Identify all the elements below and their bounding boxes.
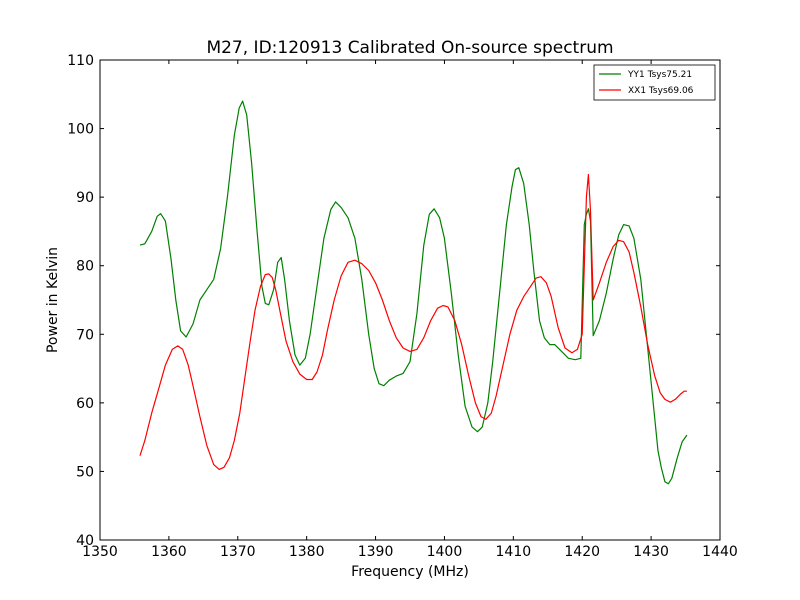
y-tick-label: 50 [76,464,94,480]
x-axis-label: Frequency (MHz) [351,564,469,580]
x-tick-label: 1390 [358,544,394,560]
x-tick-label: 1420 [564,544,600,560]
x-tick-label: 1370 [220,544,256,560]
y-tick-label: 70 [76,327,94,343]
legend-label-yy1: YY1 Tsys75.21 [627,70,692,80]
plot-area: 1350 1360 1370 1380 1390 1400 1410 1420 1430 1440… [67,53,738,560]
y-tick-label: 100 [67,122,94,138]
plot-frame [99,59,721,541]
x-tick-label: 1410 [496,544,532,560]
legend: YY1 Tsys75.21 XX1 Tsys69.06 [593,64,716,101]
x-tick-label: 1430 [633,544,669,560]
x-tick-label: 1360 [151,544,187,560]
x-tick-label: 1350 [82,544,118,560]
y-tick-label: 80 [76,259,94,275]
y-tick-label: 110 [67,53,94,69]
chart-title: M27, ID:120913 Calibrated On-source spec… [206,38,613,58]
y-axis-label: Power in Kelvin [45,247,61,353]
x-tick-label: 1380 [289,544,325,560]
series-line-yy1 [139,100,688,485]
series-line-xx1 [139,173,687,470]
y-tick-label: 90 [76,190,94,206]
legend-label-xx1: XX1 Tsys69.06 [628,86,694,96]
series-layer [139,100,688,485]
x-axis-ticks: 1350 1360 1370 1380 1390 1400 1410 1420 1430 1440 [82,60,738,560]
y-axis-ticks: 40 50 60 70 80 90 100 110 [67,53,720,549]
x-tick-label: 1400 [427,544,463,560]
x-tick-label: 1440 [702,544,738,560]
y-tick-label: 40 [76,533,94,549]
y-tick-label: 60 [76,396,94,412]
legend-box [593,64,716,101]
